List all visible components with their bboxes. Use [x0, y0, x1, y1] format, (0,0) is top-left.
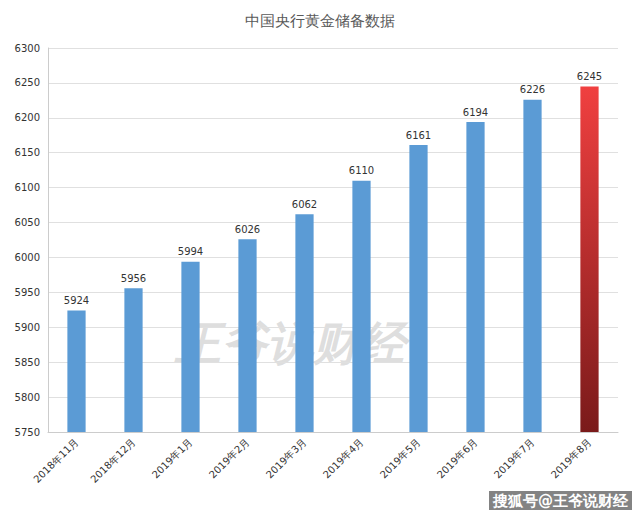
- svg-text:2018年11月: 2018年11月: [32, 436, 81, 485]
- svg-text:2019年8月: 2019年8月: [549, 436, 593, 480]
- svg-text:6026: 6026: [235, 224, 260, 235]
- svg-text:中国央行黄金储备数据: 中国央行黄金储备数据: [245, 12, 395, 30]
- svg-text:5800: 5800: [15, 392, 40, 403]
- svg-text:5924: 5924: [64, 295, 89, 306]
- svg-text:2019年1月: 2019年1月: [150, 436, 194, 480]
- svg-text:6100: 6100: [15, 182, 40, 193]
- svg-text:6161: 6161: [406, 130, 431, 141]
- svg-text:2019年4月: 2019年4月: [321, 436, 365, 480]
- svg-text:2018年12月: 2018年12月: [89, 436, 138, 485]
- svg-text:王爷说财经: 王爷说财经: [174, 316, 410, 370]
- svg-text:5950: 5950: [15, 287, 40, 298]
- svg-text:5850: 5850: [15, 357, 40, 368]
- svg-text:6250: 6250: [15, 77, 40, 88]
- svg-text:5900: 5900: [15, 322, 40, 333]
- svg-text:5994: 5994: [178, 246, 203, 257]
- svg-text:2019年7月: 2019年7月: [492, 436, 536, 480]
- svg-text:5956: 5956: [121, 273, 146, 284]
- svg-text:2019年2月: 2019年2月: [207, 436, 251, 480]
- svg-text:2019年6月: 2019年6月: [435, 436, 479, 480]
- svg-text:6194: 6194: [463, 107, 488, 118]
- svg-text:6300: 6300: [15, 43, 40, 54]
- svg-text:6110: 6110: [349, 165, 374, 176]
- svg-text:2019年3月: 2019年3月: [264, 436, 308, 480]
- svg-text:6226: 6226: [520, 84, 545, 95]
- svg-text:6150: 6150: [15, 147, 40, 158]
- svg-text:6050: 6050: [15, 217, 40, 228]
- svg-text:5750: 5750: [15, 427, 40, 438]
- svg-text:6200: 6200: [15, 112, 40, 123]
- svg-text:6245: 6245: [577, 71, 602, 82]
- svg-text:6062: 6062: [292, 199, 317, 210]
- svg-text:6000: 6000: [15, 252, 40, 263]
- svg-text:2019年5月: 2019年5月: [378, 436, 422, 480]
- svg-text:搜狐号@王爷说财经: 搜狐号@王爷说财经: [492, 492, 629, 510]
